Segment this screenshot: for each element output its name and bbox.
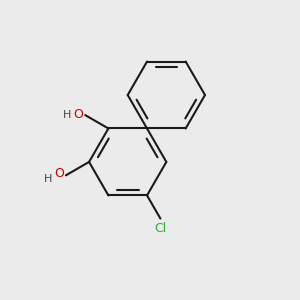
Text: H: H	[63, 110, 71, 119]
Text: O: O	[55, 167, 64, 180]
Text: H: H	[44, 174, 52, 184]
Text: Cl: Cl	[154, 221, 167, 235]
Text: O: O	[73, 108, 83, 121]
